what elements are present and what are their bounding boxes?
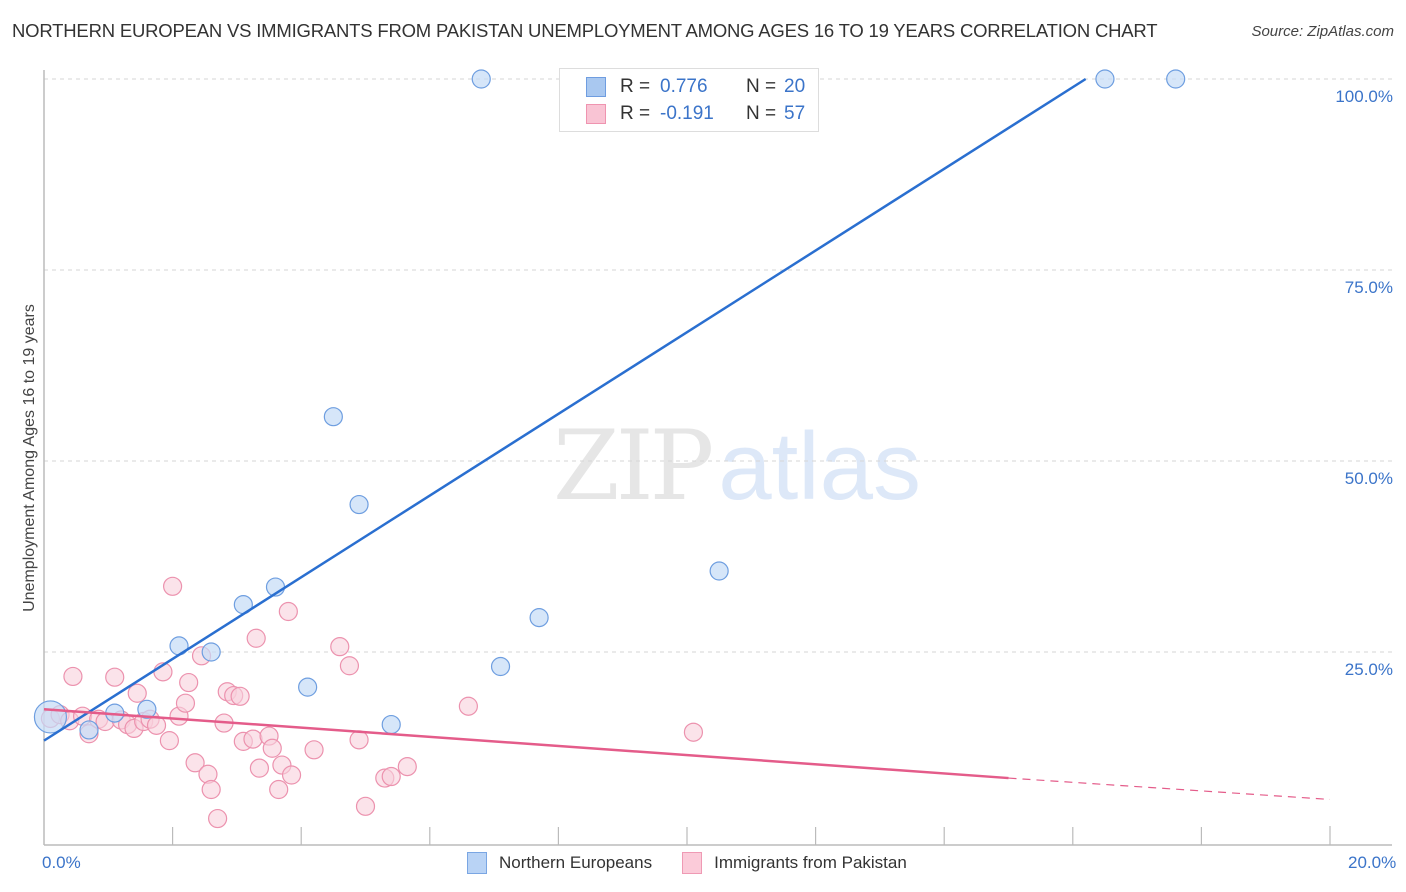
pink-swatch-icon [682, 852, 703, 874]
x-tick-0: 0.0% [42, 853, 81, 872]
series-legend: Northern Europeans Immigrants from Pakis… [467, 852, 937, 874]
data-point [278, 601, 298, 622]
data-point [159, 731, 179, 751]
x-tick-20: 20.0% [1348, 853, 1397, 872]
data-point [179, 672, 199, 693]
data-point [185, 753, 205, 773]
y-tick-50: 50.0% [1344, 469, 1393, 488]
data-point [33, 700, 68, 734]
data-point [163, 576, 183, 596]
data-point [1095, 69, 1115, 89]
correlation-legend: R = 0.776 N = 20 R = -0.191 N = 57 [559, 68, 819, 132]
r-value: -0.191 [660, 103, 714, 124]
legend-item-pakistan[interactable]: Immigrants from Pakistan [682, 852, 907, 874]
data-point [397, 756, 417, 777]
data-point [146, 715, 167, 735]
data-point [208, 808, 228, 829]
data-point [243, 729, 263, 749]
legend-item-northern-europeans[interactable]: Northern Europeans [467, 852, 652, 874]
data-point [349, 730, 369, 750]
blue-trend-line [43, 77, 1087, 742]
data-point [458, 696, 478, 716]
data-point [79, 720, 99, 740]
n-value: 20 [784, 76, 806, 97]
data-point [330, 637, 350, 657]
blue-swatch-icon [586, 77, 606, 97]
trend-lines [43, 77, 1331, 801]
data-point [246, 628, 266, 648]
y-tick-75: 75.0% [1344, 278, 1393, 297]
data-point [323, 407, 343, 427]
y-axis-label: Unemployment Among Ages 16 to 19 years [21, 304, 38, 612]
y-tick-100: 100.0% [1335, 87, 1393, 106]
data-point [127, 683, 147, 703]
data-point [381, 766, 401, 787]
data-point [201, 779, 221, 800]
pink-trend-line-extension [1008, 777, 1331, 801]
northern-europeans-points [33, 69, 1186, 740]
data-point [339, 656, 360, 676]
legend-row-pakistan: R = -0.191 N = 57 [586, 102, 805, 126]
data-point [349, 494, 369, 515]
data-point [298, 677, 318, 697]
data-point [471, 69, 491, 89]
chart-title: NORTHERN EUROPEAN VS IMMIGRANTS FROM PAK… [12, 20, 1158, 41]
data-point [683, 722, 704, 742]
data-point [137, 699, 157, 719]
n-value: 57 [784, 103, 806, 124]
data-point [262, 738, 282, 758]
zipatlas-watermark: ZIPatlas [553, 410, 921, 522]
data-point [1166, 69, 1186, 89]
data-point [269, 779, 289, 800]
data-point [249, 758, 270, 778]
data-point [230, 686, 250, 706]
data-point [175, 693, 196, 713]
data-point [105, 667, 125, 687]
y-tick-25: 25.0% [1344, 660, 1393, 679]
data-point [63, 666, 83, 687]
data-point [281, 765, 302, 785]
data-point [304, 740, 324, 760]
data-point [490, 656, 511, 677]
data-point [709, 561, 729, 581]
data-point [355, 796, 376, 816]
r-value: 0.776 [660, 76, 708, 97]
blue-swatch-icon [467, 852, 487, 874]
data-point [201, 642, 221, 662]
data-point [381, 714, 401, 735]
legend-row-northern-europeans: R = 0.776 N = 20 [586, 75, 805, 99]
data-point [529, 608, 549, 628]
pink-swatch-icon [586, 104, 606, 124]
axes [43, 70, 1392, 846]
source-attribution: Source: ZipAtlas.com [1251, 23, 1394, 40]
pink-trend-line [43, 708, 1009, 780]
